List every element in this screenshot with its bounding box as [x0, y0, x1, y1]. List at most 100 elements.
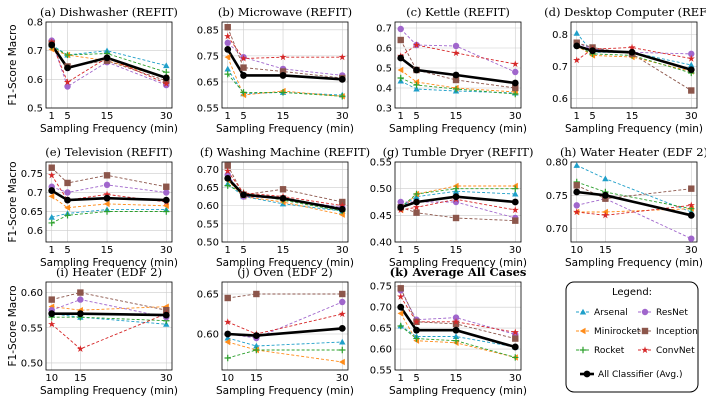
- chart-panels: 0.50.60.70.81 5 15 30(a) Dishwasher (REFIT)…: [7, 5, 706, 397]
- data-point-inception: [77, 289, 84, 296]
- series-line-arsenal: [227, 337, 343, 347]
- data-point-avg: [48, 310, 56, 318]
- y-tick-label: 0.4: [376, 84, 392, 95]
- data-point-rocket: [397, 322, 404, 330]
- legend-entry-arsenal: Arsenal: [576, 308, 628, 318]
- data-point-convnet: [48, 171, 56, 179]
- x-tick-label: 1: [398, 373, 404, 384]
- data-point-resnet: [452, 42, 460, 50]
- y-axis-label: F1-Score Macro: [7, 161, 19, 242]
- y-tick-label: 0.65: [21, 207, 43, 218]
- series-line-minirocket: [227, 57, 343, 97]
- series-line-inception: [227, 165, 343, 203]
- y-tick-label: 0.70: [370, 303, 392, 314]
- plot-frame: [45, 281, 173, 371]
- legend-entry-inception: Inception: [638, 327, 698, 337]
- data-point-avg: [397, 303, 405, 311]
- x-tick-label: 1: [225, 111, 231, 122]
- x-axis-label: Sampling Frequency (min): [40, 385, 178, 397]
- data-point-inception: [224, 162, 231, 169]
- chart-title: (b) Microwave (REFIT): [218, 5, 352, 19]
- data-point-arsenal: [48, 214, 55, 220]
- data-point-convnet: [224, 318, 232, 326]
- data-point-rocket: [224, 354, 231, 362]
- data-point-arsenal: [413, 85, 420, 92]
- y-axis-label: F1-Score Macro: [7, 285, 19, 366]
- data-point-inception: [512, 84, 519, 92]
- data-point-convnet: [412, 41, 421, 49]
- data-point-avg: [162, 311, 170, 319]
- y-tick-label: 0.50: [197, 238, 219, 249]
- x-tick-label: 15: [626, 111, 639, 122]
- data-point-inception: [103, 172, 111, 179]
- data-point-convnet: [63, 78, 72, 86]
- data-point-minirocket: [397, 66, 404, 74]
- data-point-inception: [224, 294, 231, 302]
- y-tick-label: 0.8: [27, 18, 43, 29]
- data-point-inception: [452, 76, 460, 84]
- legend-marker-minirocket: [579, 327, 586, 335]
- data-point-resnet: [163, 189, 170, 196]
- legend-label: Arsenal: [594, 308, 628, 318]
- chart-panel-2: 0.55 0.65 0.75 0.85 1 5 15 30 (b) Microwave (REF…: [197, 5, 352, 122]
- chart-title: (f) Washing Machine (REFIT): [200, 145, 370, 159]
- series-line-avg: [51, 189, 167, 202]
- y-tick-label: 0.5: [376, 64, 392, 75]
- x-tick-label: 5: [240, 245, 246, 256]
- data-point-minirocket: [339, 358, 345, 366]
- plot-frame: [221, 281, 349, 371]
- data-point-inception: [452, 320, 460, 328]
- legend-marker-convnet: [641, 346, 649, 354]
- data-point-avg: [601, 191, 609, 199]
- legend-marker-inception: [641, 327, 649, 335]
- y-axis-label: F1-Score Macro: [7, 24, 19, 105]
- x-tick-label: 1: [49, 245, 55, 256]
- x-tick-label: 15: [450, 373, 463, 384]
- plot-frame: [221, 161, 349, 243]
- x-tick-label: 30: [685, 245, 698, 256]
- series-line-avg: [51, 312, 167, 317]
- y-tick-label: 0.50: [21, 358, 43, 369]
- data-point-convnet: [224, 167, 232, 175]
- data-point-resnet: [77, 296, 84, 303]
- series-line-resnet: [51, 184, 167, 193]
- x-tick-label: 30: [336, 373, 349, 384]
- x-tick-label: 5: [413, 373, 419, 384]
- series-line-convnet: [400, 198, 516, 211]
- y-tick-label: 0.7: [27, 188, 43, 199]
- series-line-avg: [399, 56, 516, 85]
- data-point-inception: [512, 335, 519, 342]
- y-tick-label: 0.80: [546, 158, 568, 169]
- y-tick-label: 0.55: [370, 158, 392, 169]
- series-line-resnet: [400, 201, 516, 219]
- data-point-resnet: [452, 198, 460, 206]
- data-point-arsenal: [688, 61, 695, 68]
- data-point-inception: [279, 68, 287, 75]
- data-point-avg: [338, 205, 346, 213]
- series-line-rocket: [227, 73, 343, 97]
- legend-marker-arsenal: [579, 308, 587, 315]
- data-point-arsenal: [339, 338, 346, 345]
- x-tick-label: 30: [160, 111, 173, 122]
- series-line-arsenal: [227, 183, 343, 212]
- y-tick-label: 0.60: [197, 201, 219, 212]
- data-point-convnet: [397, 292, 405, 300]
- plot-frame: [394, 161, 522, 243]
- y-tick-label: 0.70: [546, 224, 568, 235]
- data-point-avg: [76, 310, 84, 318]
- x-tick-label: 15: [74, 373, 87, 384]
- data-point-avg: [511, 198, 519, 206]
- series-line-rocket: [400, 325, 516, 358]
- data-point-convnet: [279, 53, 287, 61]
- series-line-minirocket: [51, 48, 167, 79]
- series-line-resnet: [400, 28, 516, 73]
- chart-title: (e) Television (REFIT): [45, 145, 172, 159]
- x-tick-label: 5: [413, 245, 419, 256]
- legend: Legend: Arsenal ResNet Minirocket Inception R…: [565, 281, 699, 393]
- y-tick-label: 0.65: [370, 324, 392, 335]
- y-tick-label: 0.55: [370, 366, 392, 377]
- series-line-avg: [226, 177, 343, 211]
- chart-panel-3: 0.3 0.4 0.5 0.6 0.7 1 5 15 30 (c) Kettle (REFIT): [376, 5, 522, 122]
- chart-title: (i) Heater (EDF 2): [56, 265, 162, 279]
